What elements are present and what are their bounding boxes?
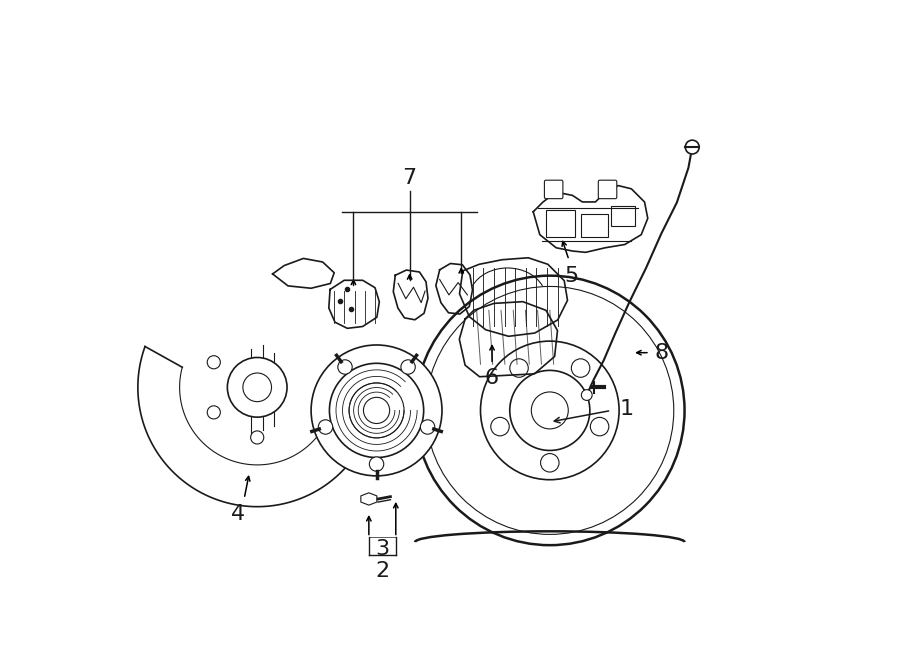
Text: 4: 4 bbox=[231, 504, 245, 524]
Text: 6: 6 bbox=[485, 368, 500, 388]
Circle shape bbox=[509, 359, 528, 377]
Circle shape bbox=[685, 140, 699, 154]
Bar bbox=[580, 214, 608, 237]
Circle shape bbox=[491, 417, 509, 436]
Circle shape bbox=[541, 453, 559, 472]
Circle shape bbox=[329, 364, 424, 457]
Text: 5: 5 bbox=[564, 266, 579, 286]
Circle shape bbox=[420, 420, 435, 434]
Bar bbox=[546, 210, 575, 237]
Text: 8: 8 bbox=[654, 342, 669, 363]
Circle shape bbox=[581, 389, 592, 401]
Circle shape bbox=[531, 392, 568, 429]
FancyBboxPatch shape bbox=[598, 180, 616, 199]
Polygon shape bbox=[361, 493, 377, 505]
Circle shape bbox=[364, 397, 390, 424]
Circle shape bbox=[243, 373, 272, 402]
Circle shape bbox=[509, 370, 590, 450]
Circle shape bbox=[349, 383, 404, 438]
Text: 2: 2 bbox=[375, 561, 389, 580]
Circle shape bbox=[319, 420, 333, 434]
Circle shape bbox=[228, 358, 287, 417]
Circle shape bbox=[400, 360, 415, 374]
Circle shape bbox=[311, 345, 442, 476]
Circle shape bbox=[207, 406, 220, 419]
FancyBboxPatch shape bbox=[544, 180, 562, 199]
Circle shape bbox=[338, 360, 352, 374]
Text: 7: 7 bbox=[402, 168, 417, 188]
Circle shape bbox=[207, 356, 220, 369]
Circle shape bbox=[481, 341, 619, 480]
Text: 1: 1 bbox=[620, 399, 634, 419]
Circle shape bbox=[250, 431, 264, 444]
Text: 3: 3 bbox=[375, 539, 389, 559]
Circle shape bbox=[590, 417, 608, 436]
Circle shape bbox=[572, 359, 590, 377]
Circle shape bbox=[369, 457, 383, 471]
Bar bbox=[611, 206, 634, 225]
